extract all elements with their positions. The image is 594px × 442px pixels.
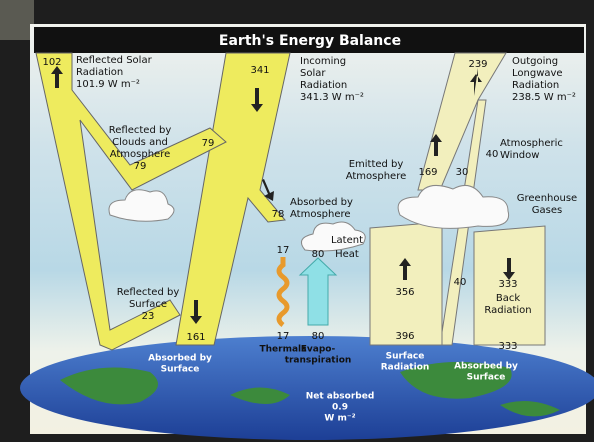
label: Solar: [300, 68, 326, 79]
label: Thermals: [260, 345, 307, 355]
label: 101.9 W m⁻²: [76, 79, 140, 90]
label: Longwave: [512, 68, 563, 79]
value: 17: [277, 331, 290, 342]
label: Absorbed by: [148, 354, 212, 364]
value: 396: [395, 331, 414, 342]
label: 23: [142, 311, 155, 322]
label: Reflected Solar: [76, 55, 153, 66]
label: Outgoing: [512, 56, 558, 67]
photo-edge: [0, 0, 34, 40]
label: 341.3 W m⁻²: [300, 92, 364, 103]
label: Surface: [161, 365, 200, 375]
value: 169: [418, 167, 437, 178]
value: 341: [250, 65, 269, 76]
label: 0.9: [332, 403, 348, 413]
label: Gases: [532, 205, 562, 216]
value: 333: [498, 279, 517, 290]
label: Heat: [335, 249, 359, 260]
label: Surface: [129, 299, 167, 310]
value: 78: [272, 209, 285, 220]
label: Radiation: [381, 363, 430, 373]
label: W m⁻²: [324, 414, 355, 424]
label: transpiration: [285, 356, 352, 366]
value: 356: [395, 287, 414, 298]
label: Absorbed by: [290, 197, 353, 208]
value: 17: [277, 245, 290, 256]
label: Latent: [331, 235, 363, 246]
value: 239: [468, 59, 487, 70]
value: 80: [312, 331, 325, 342]
value: 79: [202, 138, 215, 149]
surface-radiation-band: [370, 222, 442, 345]
label: Incoming: [300, 56, 346, 67]
value: 30: [456, 167, 469, 178]
label: Reflected by: [117, 287, 180, 298]
value: 333: [498, 341, 517, 352]
value: 40: [454, 277, 467, 288]
label: Emitted by: [349, 159, 404, 170]
label: 238.5 W m⁻²: [512, 92, 576, 103]
value: 80: [312, 249, 325, 260]
label: Radiation: [512, 80, 559, 91]
value: 40: [486, 149, 499, 160]
label: Atmosphere: [346, 171, 407, 182]
value: 102: [42, 57, 61, 68]
label: Atmosphere: [110, 149, 171, 160]
label: Net absorbed: [306, 392, 375, 402]
label: Radiation: [300, 80, 347, 91]
label: 79: [134, 161, 147, 172]
diagram: Earth's Energy Balance 102 Reflected Solar…: [0, 0, 594, 442]
title: Earth's Energy Balance: [219, 33, 401, 49]
label: Back: [496, 293, 520, 304]
label: Window: [500, 150, 539, 161]
label: Surface: [386, 352, 425, 362]
value: 161: [186, 332, 205, 343]
label: Atmosphere: [290, 209, 351, 220]
label: Absorbed by: [454, 362, 518, 372]
label: Clouds and: [112, 137, 168, 148]
label: Atmospheric: [500, 138, 563, 149]
label: Surface: [467, 373, 506, 383]
label: Radiation: [484, 305, 531, 316]
label: Reflected by: [109, 125, 172, 136]
label: Greenhouse: [517, 193, 577, 204]
label: Evapo-: [301, 345, 336, 355]
label: Radiation: [76, 67, 123, 78]
